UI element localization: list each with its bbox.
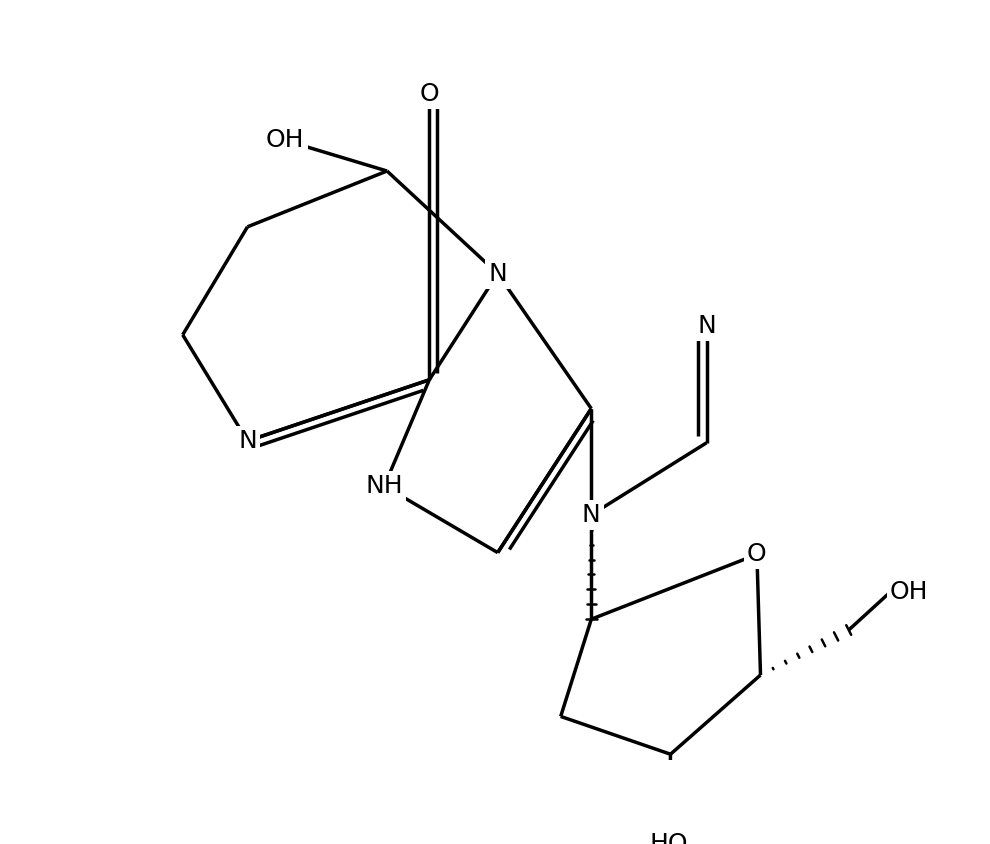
Text: N: N [697, 314, 716, 338]
Text: NH: NH [365, 474, 403, 498]
Text: OH: OH [890, 580, 929, 604]
Text: N: N [239, 429, 256, 453]
Text: N: N [488, 262, 507, 285]
Polygon shape [663, 755, 674, 844]
Text: O: O [420, 82, 440, 106]
Text: N: N [582, 503, 601, 527]
Text: OH: OH [266, 128, 305, 153]
Text: O: O [747, 543, 766, 566]
Text: HO: HO [649, 832, 688, 844]
